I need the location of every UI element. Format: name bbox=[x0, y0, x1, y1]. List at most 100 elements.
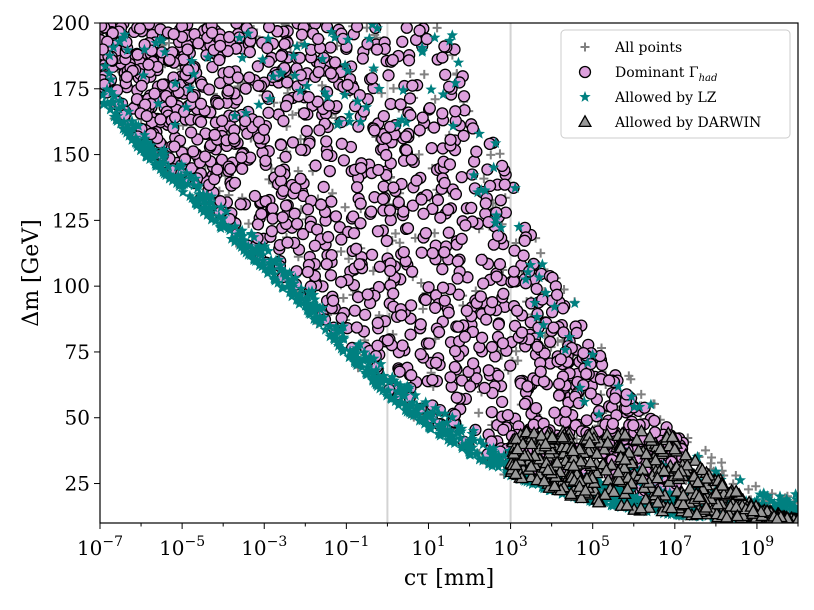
dominant-had-marker bbox=[427, 121, 441, 134]
allowed-lz-marker bbox=[155, 146, 167, 157]
x-tick-base: 10 bbox=[323, 536, 348, 560]
allowed-lz-marker bbox=[284, 278, 296, 289]
all-points-marker bbox=[511, 346, 521, 356]
dominant-had-marker bbox=[194, 115, 208, 129]
allowed-lz-marker bbox=[460, 438, 472, 449]
dominant-had-marker bbox=[507, 265, 521, 278]
allowed-lz-marker bbox=[466, 433, 478, 444]
dominant-had-marker bbox=[222, 84, 235, 97]
dominant-had-marker bbox=[492, 318, 505, 331]
allowed-lz-marker bbox=[108, 110, 120, 122]
allowed-lz-marker bbox=[520, 273, 532, 285]
dominant-had-marker bbox=[442, 226, 455, 239]
allowed-darwin-marker bbox=[730, 508, 745, 522]
allowed-lz-marker bbox=[104, 49, 116, 61]
x-tick-label: 107 bbox=[658, 534, 692, 560]
dominant-had-marker bbox=[100, 23, 108, 33]
dominant-had-marker bbox=[295, 143, 308, 156]
dominant-had-marker bbox=[321, 230, 335, 244]
dominant-had-marker bbox=[417, 207, 430, 220]
allowed-lz-marker bbox=[177, 178, 189, 190]
dominant-had-marker bbox=[432, 325, 446, 339]
allowed-darwin-marker bbox=[573, 454, 588, 467]
allowed-lz-marker bbox=[439, 407, 451, 419]
allowed-lz-marker bbox=[299, 299, 312, 311]
dominant-had-marker bbox=[371, 316, 384, 330]
allowed-darwin-marker bbox=[583, 454, 598, 468]
dominant-had-marker bbox=[521, 380, 534, 393]
allowed-lz-marker bbox=[371, 23, 383, 34]
allowed-lz-marker bbox=[236, 52, 248, 63]
allowed-lz-marker bbox=[162, 160, 175, 172]
dominant-had-marker bbox=[314, 198, 328, 211]
allowed-lz-marker bbox=[299, 38, 311, 50]
allowed-lz-marker bbox=[401, 380, 413, 392]
dominant-had-marker bbox=[311, 32, 325, 46]
allowed-lz-marker bbox=[582, 357, 594, 368]
x-tick-exponent: −3 bbox=[267, 534, 288, 550]
dominant-had-marker bbox=[608, 392, 622, 405]
allowed-lz-marker bbox=[409, 389, 422, 401]
dominant-had-marker bbox=[452, 288, 465, 301]
allowed-lz-marker bbox=[490, 453, 502, 465]
dominant-had-marker bbox=[266, 212, 279, 225]
allowed-darwin-marker bbox=[565, 443, 580, 457]
x-tick-base: 10 bbox=[576, 536, 601, 560]
allowed-darwin-marker bbox=[572, 479, 587, 492]
legend-entry: Dominant Γhad bbox=[578, 65, 717, 84]
dominant-had-marker bbox=[231, 71, 244, 84]
dominant-had-marker bbox=[192, 37, 205, 50]
allowed-darwin-marker bbox=[648, 452, 663, 466]
allowed-lz-marker bbox=[586, 495, 598, 507]
allowed-lz-marker bbox=[411, 399, 423, 411]
allowed-darwin-marker bbox=[597, 442, 612, 455]
dominant-had-marker bbox=[350, 321, 363, 334]
allowed-darwin-marker bbox=[695, 462, 710, 476]
all-points-marker bbox=[479, 174, 489, 184]
dominant-had-marker bbox=[320, 148, 334, 162]
allowed-lz-marker bbox=[601, 480, 614, 492]
allowed-lz-marker bbox=[430, 402, 442, 413]
allowed-lz-marker bbox=[123, 129, 135, 141]
allowed-lz-marker bbox=[158, 157, 170, 169]
allowed-lz-marker bbox=[485, 452, 497, 464]
dominant-had-marker bbox=[448, 344, 462, 358]
allowed-lz-marker bbox=[259, 240, 271, 252]
allowed-lz-marker bbox=[633, 401, 646, 412]
allowed-lz-marker bbox=[248, 254, 260, 266]
dominant-had-marker bbox=[493, 258, 507, 271]
allowed-lz-marker bbox=[145, 139, 157, 151]
dominant-had-marker bbox=[410, 174, 423, 187]
allowed-lz-marker bbox=[452, 426, 465, 438]
all-points-marker bbox=[164, 38, 174, 48]
dominant-had-marker bbox=[380, 148, 393, 162]
allowed-darwin-marker bbox=[555, 429, 570, 443]
allowed-lz-marker bbox=[791, 493, 798, 505]
x-tick-exponent: 5 bbox=[601, 534, 610, 550]
allowed-lz-marker bbox=[468, 434, 480, 446]
allowed-lz-marker bbox=[612, 380, 625, 392]
allowed-lz-marker bbox=[410, 404, 423, 416]
allowed-lz-marker bbox=[223, 222, 235, 234]
allowed-lz-marker bbox=[354, 115, 367, 127]
allowed-lz-marker bbox=[599, 496, 611, 508]
dominant-had-marker bbox=[350, 23, 364, 33]
allowed-lz-marker bbox=[225, 232, 238, 244]
allowed-lz-marker bbox=[126, 115, 138, 127]
x-tick-label: 10−1 bbox=[323, 534, 369, 560]
dominant-had-marker bbox=[302, 91, 315, 104]
allowed-lz-marker bbox=[524, 259, 537, 270]
allowed-darwin-marker bbox=[550, 455, 565, 468]
dominant-had-marker bbox=[156, 78, 169, 91]
allowed-lz-marker bbox=[424, 409, 437, 421]
allowed-lz-marker bbox=[447, 120, 459, 131]
allowed-darwin-marker bbox=[650, 495, 665, 508]
allowed-darwin-marker bbox=[618, 452, 633, 465]
dominant-had-marker bbox=[494, 194, 507, 207]
dominant-had-marker bbox=[425, 141, 438, 155]
allowed-darwin-marker bbox=[709, 486, 724, 499]
x-tick-base: 10 bbox=[241, 536, 266, 560]
allowed-lz-marker bbox=[230, 231, 242, 243]
allowed-lz-marker bbox=[774, 490, 786, 502]
dominant-had-marker bbox=[274, 138, 288, 152]
